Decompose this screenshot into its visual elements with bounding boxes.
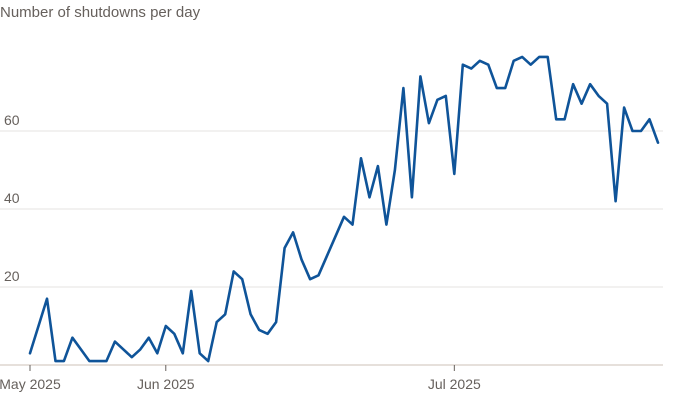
chart-title: Number of shutdowns per day <box>0 4 201 21</box>
y-tick-label: 60 <box>4 112 20 128</box>
x-tick-label: May 2025 <box>0 376 61 392</box>
x-tick-label: Jul 2025 <box>428 376 481 392</box>
data-line <box>28 55 660 363</box>
x-tick-label: Jun 2025 <box>137 376 195 392</box>
y-tick-label: 40 <box>4 190 20 206</box>
y-tick-label: 20 <box>4 268 20 284</box>
